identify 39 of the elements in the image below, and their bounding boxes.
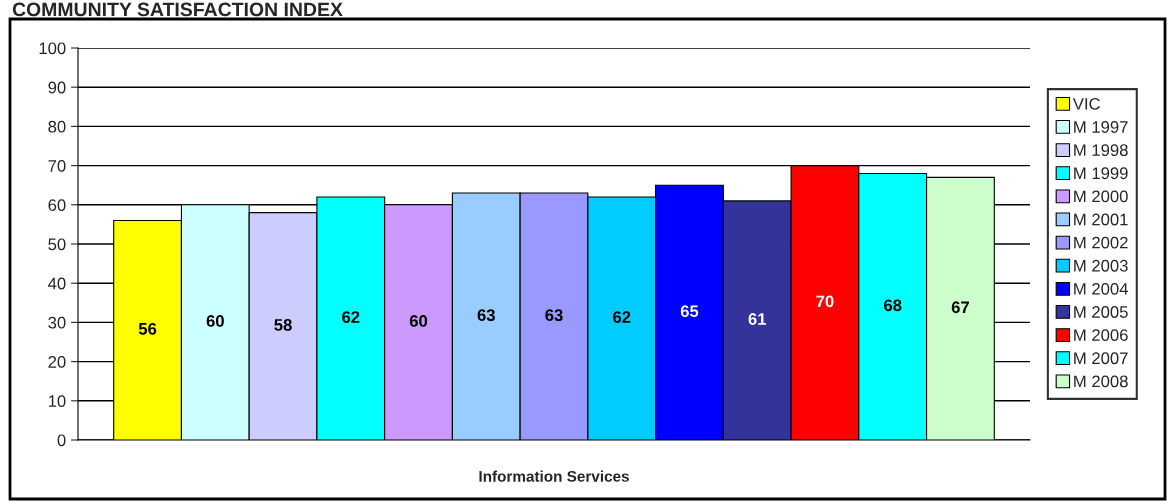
legend-label: M 2008 <box>1074 375 1128 388</box>
y-tick-label: 80 <box>48 120 66 133</box>
data-label: 61 <box>748 313 767 325</box>
data-label: 60 <box>206 315 224 327</box>
data-label: 56 <box>138 322 157 335</box>
y-tick-label: 100 <box>39 42 66 55</box>
y-tick-label: 90 <box>48 81 66 94</box>
y-tick-label: 70 <box>48 160 66 172</box>
legend-label: M 2004 <box>1074 282 1128 295</box>
y-tick-label: 20 <box>48 356 66 368</box>
legend-label: M 2000 <box>1074 190 1128 203</box>
y-tick-label: 0 <box>57 434 66 447</box>
data-label: 62 <box>613 311 631 323</box>
y-tick-label: 50 <box>48 238 66 251</box>
data-label: 58 <box>274 318 292 331</box>
chart-title: COMMUNITY SATISFACTION INDEX <box>12 2 343 17</box>
y-tick-label: 10 <box>48 395 66 407</box>
legend-label: M 1999 <box>1074 167 1128 180</box>
legend-label: M 1998 <box>1074 144 1128 157</box>
y-tick-label: 40 <box>48 277 66 290</box>
data-label: 68 <box>884 299 902 312</box>
legend-label: M 2005 <box>1074 306 1128 318</box>
data-label: 67 <box>951 301 969 314</box>
data-label: 65 <box>680 305 699 318</box>
y-tick-label: 60 <box>48 199 66 211</box>
legend-label: M 2003 <box>1074 259 1128 272</box>
data-label: 62 <box>342 311 360 323</box>
legend-label: VIC <box>1072 97 1100 110</box>
data-label: 63 <box>477 309 495 322</box>
legend-label: M 2006 <box>1074 329 1128 342</box>
legend-label: M 1997 <box>1074 121 1128 133</box>
legend-label: M 2007 <box>1074 352 1128 365</box>
data-label: 70 <box>816 295 834 308</box>
data-label: 63 <box>545 309 563 322</box>
legend-label: M 2002 <box>1074 236 1128 249</box>
legend-label: M 2001 <box>1074 213 1128 226</box>
y-tick-label: 30 <box>48 316 66 329</box>
x-tick-label: Information Services <box>479 470 629 482</box>
data-label: 60 <box>409 315 428 327</box>
